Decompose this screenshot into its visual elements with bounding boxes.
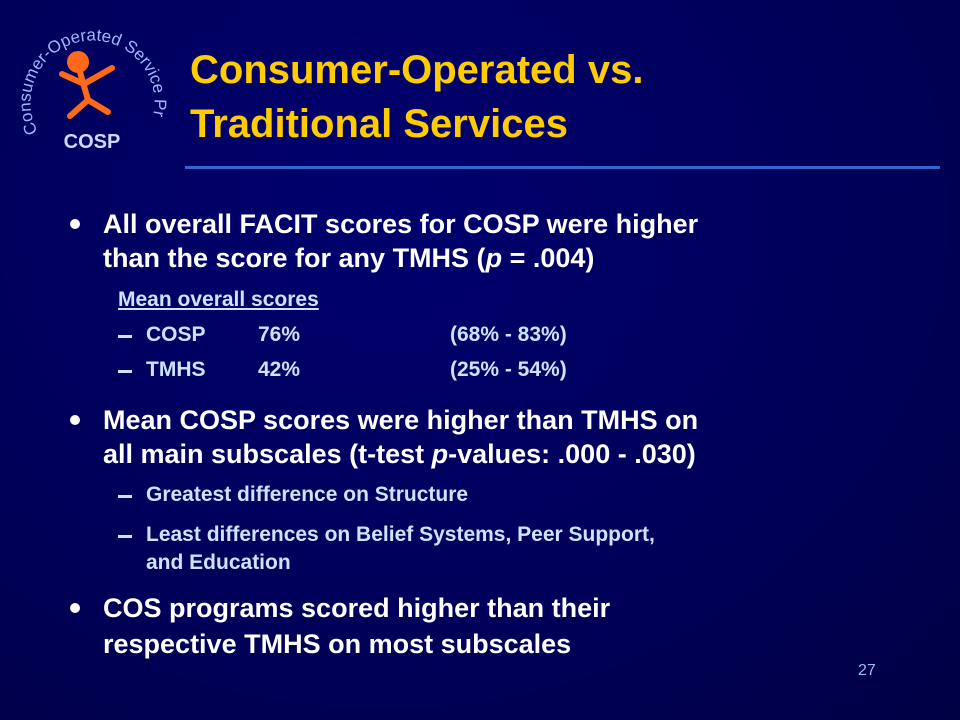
row-range: (68% - 83%): [450, 323, 567, 346]
logo: Consumer-Operated Service Program COSP: [0, 0, 170, 153]
dash: [118, 495, 132, 498]
text: -values: .000 - .030): [448, 439, 696, 469]
text: All overall FACIT scores for COSP were h…: [103, 209, 699, 239]
text-italic: p: [431, 439, 449, 469]
bullet-line: than the score for any TMHS (p = .004): [103, 241, 594, 275]
row-name: COSP: [146, 323, 206, 346]
dash: [118, 535, 132, 538]
row-name: TMHS: [146, 358, 206, 381]
page-number: 27: [858, 662, 876, 679]
row-score: 42%: [258, 358, 301, 381]
row-score: 76%: [258, 323, 301, 346]
title-line: Consumer-Operated vs.: [190, 48, 644, 92]
bullet-dot: [70, 415, 80, 425]
bullet-line: respective TMHS on most subscales: [103, 627, 571, 661]
bullet-line: Mean COSP scores were higher than TMHS o…: [103, 403, 698, 437]
sub-line: Greatest difference on Structure: [146, 483, 469, 506]
text: than the score for any TMHS (: [103, 243, 486, 273]
text: all main subscales (t-test: [103, 439, 432, 469]
bullet-line: all main subscales (t-test p-values: .00…: [103, 437, 696, 471]
bullet-line: COS programs scored higher than their: [103, 591, 610, 625]
table-heading: Mean overall scores: [118, 288, 319, 311]
text: COS programs scored higher than their: [103, 593, 611, 623]
bullet-dot: [70, 219, 80, 229]
row-range: (25% - 54%): [450, 358, 567, 381]
logo-figure: [59, 51, 115, 119]
title-rule: [185, 166, 940, 169]
text-italic: p: [485, 243, 503, 273]
text: = .004): [502, 243, 595, 273]
bullet-dot: [70, 603, 80, 613]
text: Mean COSP scores were higher than TMHS o…: [103, 405, 699, 435]
title-line: Traditional Services: [190, 102, 568, 146]
bullet-line: All overall FACIT scores for COSP were h…: [103, 207, 698, 241]
dash: [118, 370, 132, 373]
dash: [118, 335, 132, 338]
sub-line: Least differences on Belief Systems, Pee…: [146, 523, 655, 546]
logo-label: COSP: [64, 131, 121, 153]
text: respective TMHS on most subscales: [103, 629, 572, 659]
sub-line: and Education: [146, 551, 291, 574]
